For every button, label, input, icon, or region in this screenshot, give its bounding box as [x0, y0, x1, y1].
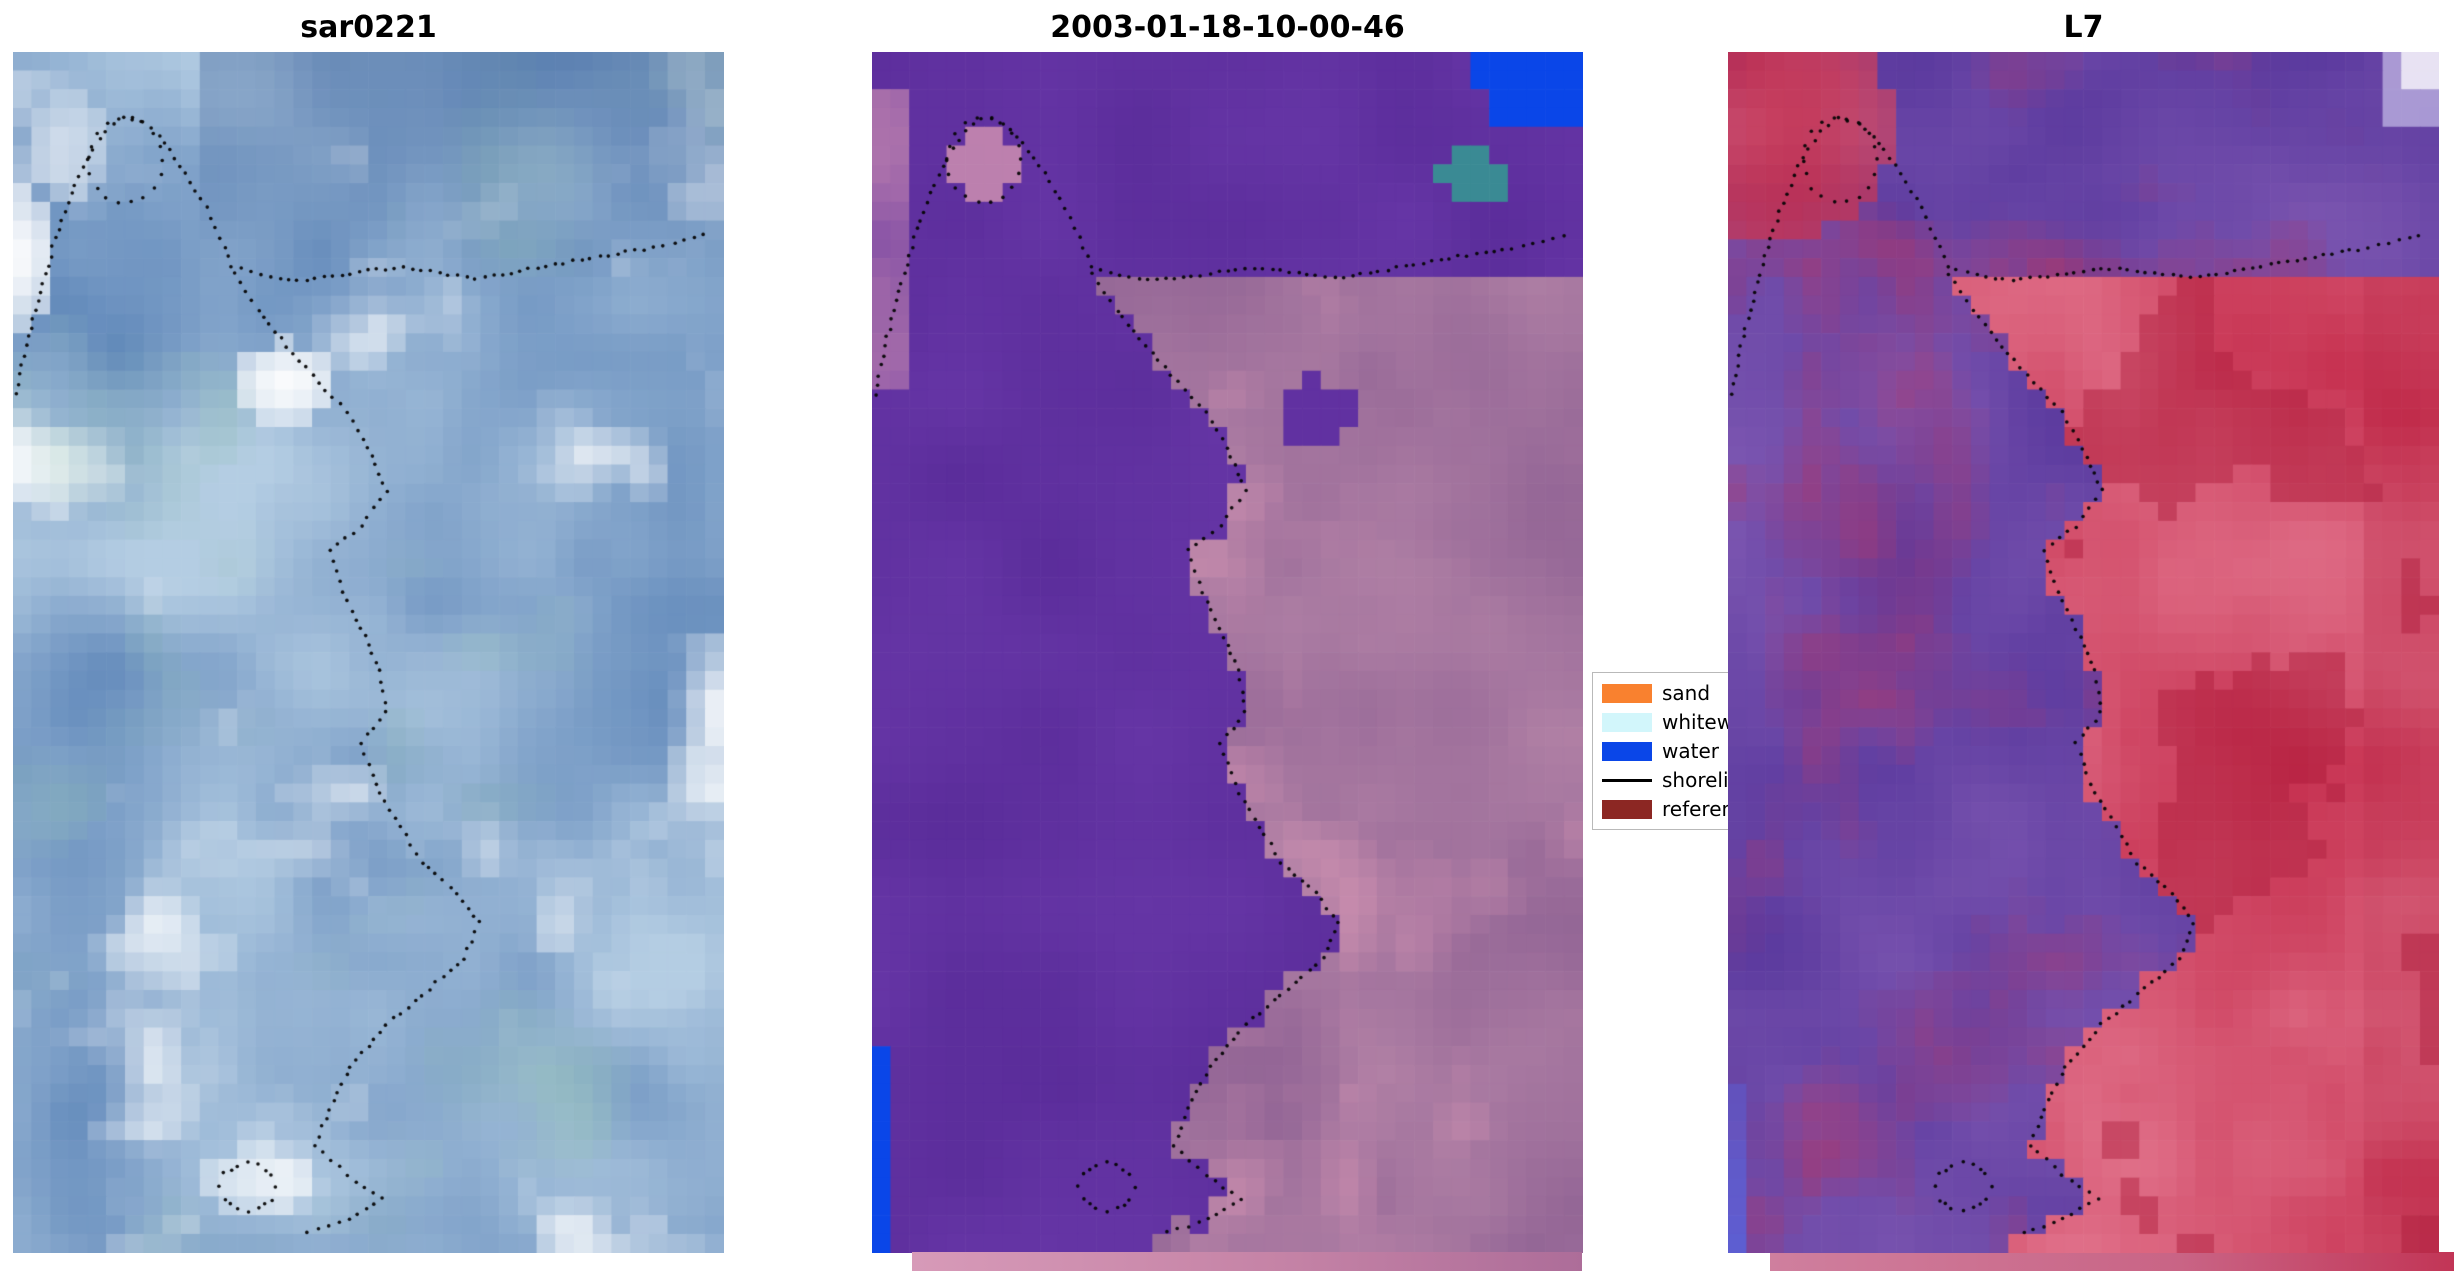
reference-swatch: [1602, 799, 1652, 819]
legend-label-shoreline: shoreli: [1662, 768, 1729, 792]
panel-title-classified-date: 2003-01-18-10-00-46: [1050, 10, 1405, 45]
classified-image: [872, 52, 1583, 1253]
legend-item-water: water: [1602, 738, 1802, 764]
shoreline-line-swatch: [1602, 778, 1652, 782]
legend-label-whitewater: whitew: [1662, 710, 1734, 734]
sar-image: [13, 52, 724, 1253]
legend-label-reference: referen: [1662, 797, 1735, 821]
panel-title-l7: L7: [2063, 10, 2104, 45]
whitewater-swatch: [1602, 712, 1652, 732]
bottom-strip-right: [1770, 1252, 2454, 1271]
legend-item-whitewater: whitew: [1602, 709, 1802, 735]
legend-label-sand: sand: [1662, 681, 1711, 705]
l7-image: [1728, 52, 2439, 1253]
sand-swatch: [1602, 683, 1652, 703]
panel-title-sar: sar0221: [300, 10, 437, 45]
bottom-strip-middle: [912, 1252, 1582, 1271]
legend-item-sand: sand: [1602, 680, 1802, 706]
water-swatch: [1602, 741, 1652, 761]
legend-item-reference: referen: [1602, 796, 1802, 822]
legend-item-shoreline: shoreli: [1602, 767, 1802, 793]
legend-label-water: water: [1662, 739, 1719, 763]
